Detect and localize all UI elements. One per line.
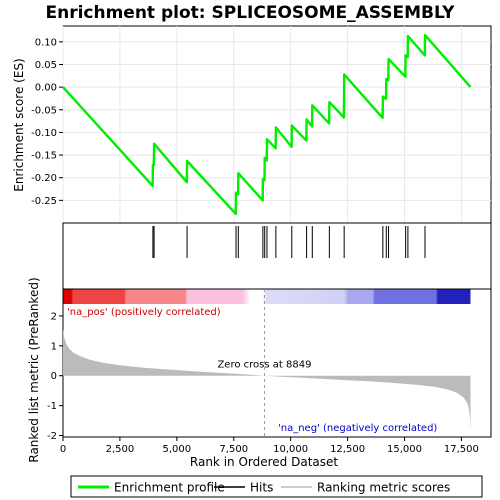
es-tick-label: 0.10 — [35, 37, 57, 48]
legend-label: Enrichment profile — [114, 481, 225, 495]
es-tick-label: -0.15 — [31, 151, 57, 162]
enrichment-profile-line — [62, 33, 472, 216]
es-y-axis-label: Enrichment score (ES) — [12, 58, 26, 191]
metric-tick-label: 1 — [51, 341, 57, 352]
metric-y-ticks: 2 1 0 -1 -2 — [47, 311, 63, 442]
x-tick-label: 10,000 — [273, 444, 308, 455]
es-tick-label: -0.25 — [31, 196, 57, 207]
x-tick-label: 15,000 — [387, 444, 422, 455]
es-tick-label: -0.10 — [31, 128, 57, 139]
rank-color-bar — [63, 289, 471, 304]
x-tick-label: 7,500 — [219, 444, 248, 455]
x-tick-label: 2,500 — [106, 444, 135, 455]
es-tick-label: 0.00 — [35, 83, 57, 94]
metric-tick-label: 0 — [51, 371, 57, 382]
hits-panel — [62, 222, 492, 290]
es-y-ticks: 0.10 0.05 0.00 -0.05 -0.10 -0.15 -0.20 -0.25 — [31, 37, 63, 207]
metric-tick-label: 2 — [51, 311, 57, 322]
hit-markers — [152, 226, 426, 258]
es-panel: 0.10 0.05 0.00 -0.05 -0.10 -0.15 -0.20 -0.25 En… — [12, 25, 492, 224]
x-tick-label: 0 — [60, 444, 66, 455]
es-tick-label: -0.05 — [31, 105, 57, 116]
zero-cross-label: Zero cross at 8849 — [217, 360, 311, 371]
x-tick-label: 12,500 — [330, 444, 365, 455]
legend-label: Ranking metric scores — [317, 481, 450, 495]
x-tick-label: 5,000 — [163, 444, 192, 455]
hits-panel-frame — [62, 222, 492, 290]
color-bar-gradient — [63, 289, 471, 304]
es-tick-label: 0.05 — [35, 60, 57, 71]
legend-frame — [70, 475, 483, 498]
x-tick-label: 17,500 — [444, 444, 479, 455]
es-tick-label: -0.20 — [31, 173, 57, 184]
legend: Enrichment profile Hits Ranking metric sco… — [70, 475, 483, 498]
metric-tick-label: -1 — [47, 401, 57, 412]
metric-panel: 2 1 0 -1 -2 Zero cross at 8849 'na_pos' (pos… — [27, 277, 492, 463]
ranking-metric-area — [63, 329, 471, 431]
x-axis-label: Rank in Ordered Dataset — [190, 455, 338, 469]
chart-title: Enrichment plot: SPLICEOSOME_ASSEMBLY — [45, 3, 455, 23]
x-axis: 0 2,500 5,000 7,500 10,000 12,500 15,000 17,500 — [60, 437, 479, 455]
positive-correlation-label: 'na_pos' (positively correlated) — [67, 307, 221, 318]
metric-y-axis-label: Ranked list metric (PreRanked) — [27, 277, 41, 462]
es-panel-frame — [62, 25, 492, 224]
negative-correlation-label: 'na_neg' (negatively correlated) — [278, 423, 437, 434]
legend-label: Hits — [250, 481, 273, 495]
metric-tick-label: -2 — [47, 431, 57, 442]
